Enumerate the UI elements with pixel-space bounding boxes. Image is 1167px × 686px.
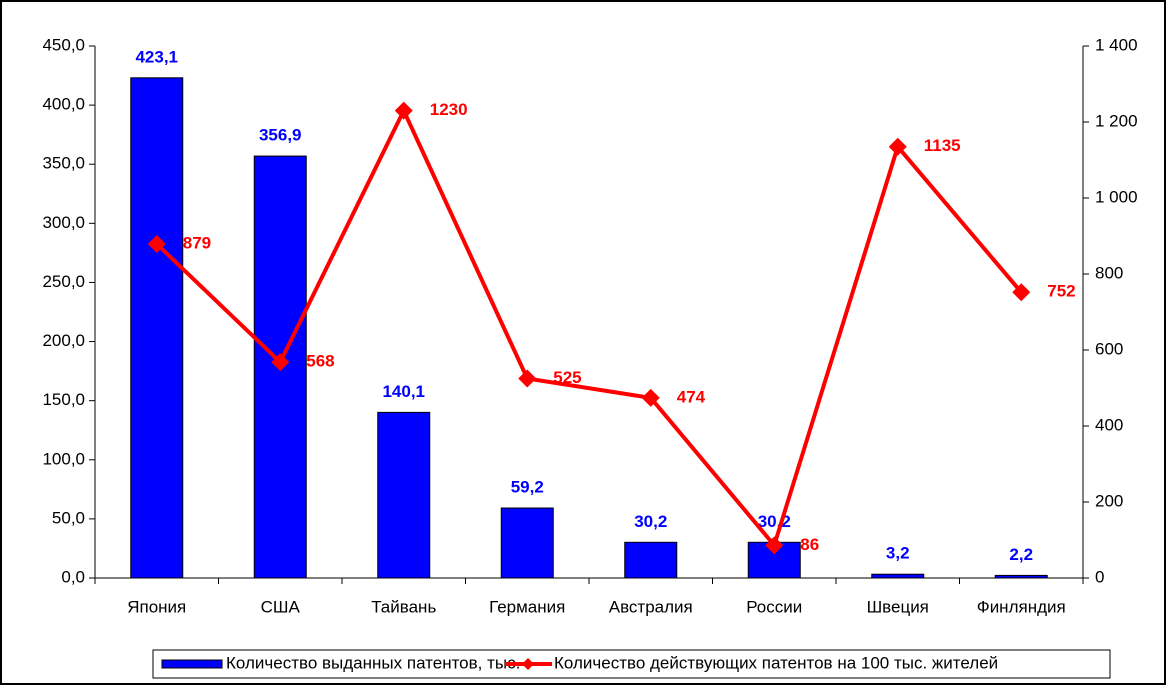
line-marker <box>394 101 413 120</box>
x-tick-label: США <box>261 597 301 616</box>
data-label: 140,1 <box>382 382 425 401</box>
data-label: 879 <box>183 233 211 252</box>
bar <box>130 77 184 579</box>
y2-tick-label: 400 <box>1095 415 1123 434</box>
x-tick-label: Германия <box>489 597 565 616</box>
y-tick-label: 400,0 <box>42 95 85 114</box>
y2-tick-label: 1 400 <box>1095 35 1138 54</box>
data-label: 2,2 <box>1009 545 1033 564</box>
line <box>155 105 1023 550</box>
y-tick-label: 300,0 <box>42 213 85 232</box>
y2-tick-label: 0 <box>1095 567 1104 586</box>
line-marker <box>271 353 290 372</box>
x-tick-label: Швеция <box>867 597 929 616</box>
line-marker <box>765 536 784 555</box>
bar <box>500 507 554 579</box>
line-marker <box>147 234 166 253</box>
data-label: 525 <box>553 368 581 387</box>
data-label: 59,2 <box>511 477 544 496</box>
y2-tick-label: 1 200 <box>1095 111 1138 130</box>
line-marker <box>1012 283 1031 302</box>
x-tick-label: Япония <box>127 597 186 616</box>
y-tick-label: 0,0 <box>61 567 85 586</box>
y-tick-label: 100,0 <box>42 449 85 468</box>
y-tick-label: 200,0 <box>42 331 85 350</box>
legend-label: Количество выданных патентов, тыс. <box>226 653 520 672</box>
bar <box>871 573 925 579</box>
data-label: 423,1 <box>135 47 178 66</box>
line-marker <box>641 388 660 407</box>
line-marker <box>518 369 537 388</box>
y2-tick-label: 200 <box>1095 491 1123 510</box>
bar <box>377 411 431 579</box>
data-label: 3,2 <box>886 544 910 563</box>
data-label: 568 <box>306 352 334 371</box>
legend-box <box>152 649 1111 679</box>
data-label: 752 <box>1047 282 1075 301</box>
data-label: 356,9 <box>259 126 302 145</box>
bar <box>624 541 678 579</box>
data-label: 86 <box>800 535 819 554</box>
data-label: 1230 <box>430 100 468 119</box>
legend-swatch <box>522 658 534 670</box>
y-tick-label: 250,0 <box>42 272 85 291</box>
legend-label: Количество действующих патентов на 100 т… <box>554 653 998 672</box>
y-tick-label: 50,0 <box>52 508 85 527</box>
data-label: 1135 <box>924 136 961 155</box>
y-tick-label: 150,0 <box>42 390 85 409</box>
data-label: 474 <box>677 387 706 406</box>
y2-tick-label: 800 <box>1095 263 1123 282</box>
bar <box>994 574 1048 579</box>
x-tick-label: Австралия <box>609 597 693 616</box>
x-tick-label: Тайвань <box>371 597 436 616</box>
y-tick-label: 450,0 <box>42 35 85 54</box>
x-tick-label: России <box>746 597 802 616</box>
data-label: 30,2 <box>634 512 667 531</box>
legend-swatch <box>161 659 223 669</box>
y-tick-label: 350,0 <box>42 154 85 173</box>
y2-tick-label: 600 <box>1095 339 1123 358</box>
line-marker <box>888 137 907 156</box>
y2-tick-label: 1 000 <box>1095 187 1138 206</box>
x-tick-label: Финляндия <box>977 597 1066 616</box>
